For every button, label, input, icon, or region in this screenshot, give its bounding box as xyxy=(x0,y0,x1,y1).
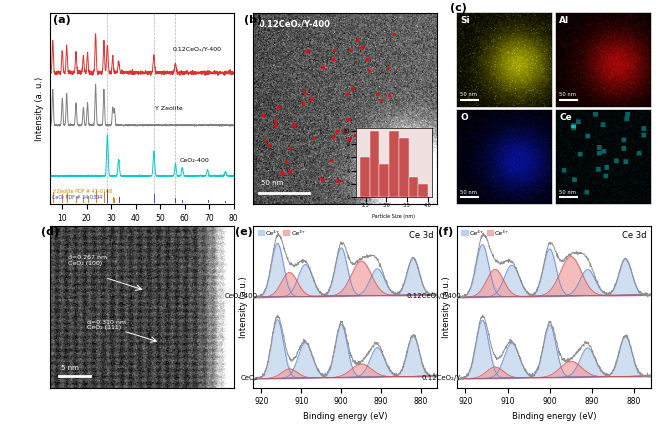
Point xyxy=(369,144,380,150)
Y-axis label: Intensity (a. u.): Intensity (a. u.) xyxy=(35,77,44,141)
Text: (b): (b) xyxy=(244,14,262,25)
Text: CeO₂ PDF # 34-0394: CeO₂ PDF # 34-0394 xyxy=(52,196,103,200)
Y-axis label: Intensity (a.u.): Intensity (a.u.) xyxy=(442,276,452,337)
Point xyxy=(260,136,271,143)
Text: 50 nm: 50 nm xyxy=(460,190,477,195)
Text: Ce 3d: Ce 3d xyxy=(622,230,647,240)
Text: Si: Si xyxy=(460,16,470,25)
Point xyxy=(356,176,367,183)
Point xyxy=(288,122,299,129)
Point xyxy=(371,90,382,97)
Point xyxy=(332,127,343,134)
Point xyxy=(362,56,373,63)
Text: Ce 3d: Ce 3d xyxy=(409,230,434,240)
Point xyxy=(343,116,353,123)
Point xyxy=(318,63,329,70)
Point xyxy=(371,135,381,142)
Text: (d): (d) xyxy=(41,227,58,237)
Point xyxy=(277,170,288,176)
Text: CeO₂-400: CeO₂-400 xyxy=(224,293,258,299)
Point xyxy=(361,132,371,139)
Point xyxy=(326,157,337,164)
Point xyxy=(388,30,399,37)
X-axis label: Binding energy (eV): Binding energy (eV) xyxy=(512,412,596,421)
Text: 5 nm: 5 nm xyxy=(61,365,79,371)
Point xyxy=(357,43,367,50)
Text: (c): (c) xyxy=(450,3,467,13)
Point xyxy=(285,167,295,174)
Y-axis label: Intensity (a.u.): Intensity (a.u.) xyxy=(239,276,248,337)
Point xyxy=(329,47,340,54)
Point xyxy=(350,131,361,138)
Point xyxy=(347,84,357,91)
Point xyxy=(375,96,386,103)
Text: Ce: Ce xyxy=(559,113,572,122)
Text: 0.12CeOₓ/Y-400: 0.12CeOₓ/Y-400 xyxy=(172,47,221,52)
Text: (f): (f) xyxy=(438,227,453,237)
Text: 50 nm: 50 nm xyxy=(460,92,477,98)
Text: Y Zeolite: Y Zeolite xyxy=(155,106,183,111)
Text: 50 nm: 50 nm xyxy=(559,190,576,195)
X-axis label: 2 Theta (degree): 2 Theta (degree) xyxy=(106,229,177,238)
Text: 0.12CeO₂/Y: 0.12CeO₂/Y xyxy=(422,374,461,381)
Point xyxy=(328,134,339,141)
X-axis label: Binding energy (eV): Binding energy (eV) xyxy=(303,412,388,421)
Text: Y Zeolite PDF # 43-0168: Y Zeolite PDF # 43-0168 xyxy=(52,189,112,194)
Point xyxy=(309,135,319,142)
Point xyxy=(270,118,280,125)
Point xyxy=(333,178,343,185)
Text: CeO₂-400: CeO₂-400 xyxy=(180,158,209,163)
Point xyxy=(384,92,394,98)
Point xyxy=(345,46,355,53)
Point xyxy=(382,65,393,72)
Point xyxy=(343,136,354,143)
Point xyxy=(342,90,353,97)
Point xyxy=(340,129,351,135)
Text: 0.12CeOₓ/Y-400: 0.12CeOₓ/Y-400 xyxy=(259,19,331,28)
Point xyxy=(270,123,280,130)
Text: O: O xyxy=(460,113,468,122)
Text: (e): (e) xyxy=(235,227,253,237)
Point xyxy=(299,89,309,96)
Point xyxy=(301,47,312,54)
Point xyxy=(317,176,328,183)
Legend: Ce⁴⁺, Ce³⁺: Ce⁴⁺, Ce³⁺ xyxy=(256,229,306,237)
Text: 50 nm: 50 nm xyxy=(559,92,576,98)
Text: d=0.310 nm
CeO₂ (111): d=0.310 nm CeO₂ (111) xyxy=(86,320,125,331)
Point xyxy=(281,159,291,166)
Point xyxy=(264,142,274,149)
Point xyxy=(273,103,284,110)
Text: CeO₂: CeO₂ xyxy=(240,375,258,381)
Point xyxy=(328,55,339,62)
Text: 0.12CeOₓ/Y-400: 0.12CeOₓ/Y-400 xyxy=(406,293,461,299)
Text: d=0.267 nm
CeO₂ (100): d=0.267 nm CeO₂ (100) xyxy=(68,255,108,266)
Text: Al: Al xyxy=(559,16,569,25)
Point xyxy=(369,175,379,182)
Point xyxy=(364,66,374,73)
Point xyxy=(285,145,295,152)
Point xyxy=(258,112,268,119)
Text: 50 nm: 50 nm xyxy=(261,180,283,186)
Point xyxy=(297,100,308,107)
Text: (a): (a) xyxy=(54,14,71,25)
Legend: Ce⁴⁺, Ce³⁺: Ce⁴⁺, Ce³⁺ xyxy=(460,229,510,237)
Point xyxy=(352,37,363,44)
Point xyxy=(305,95,316,102)
